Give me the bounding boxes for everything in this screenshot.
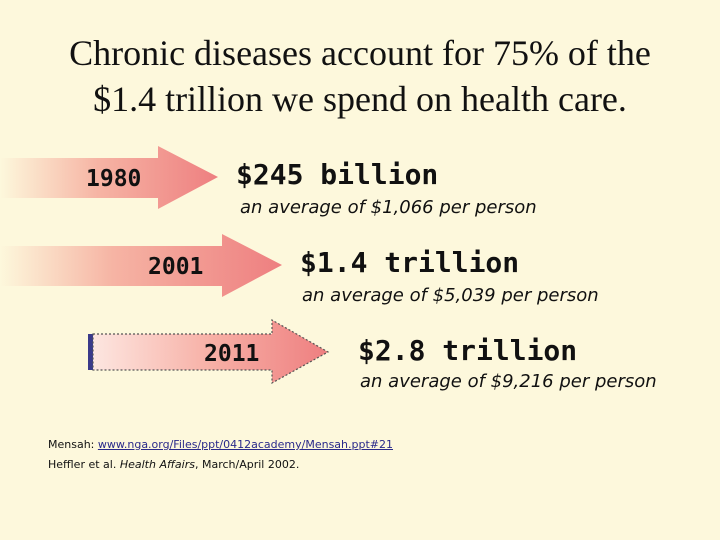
source-prefix: Mensah:	[48, 438, 98, 451]
source-date: , March/April 2002.	[194, 458, 300, 471]
amount-1980: $245 billion	[236, 158, 439, 191]
title-line-1: Chronic diseases account for 75% of the	[69, 33, 651, 73]
year-2001: 2001	[148, 254, 204, 280]
arrow-2001	[0, 234, 282, 297]
amount-2011: $2.8 trillion	[358, 334, 578, 367]
source-authors: Heffler et al.	[48, 458, 120, 471]
average-2001: an average of $5,039 per person	[302, 285, 599, 306]
average-1980: an average of $1,066 per person	[240, 197, 537, 218]
arrow-2011	[92, 318, 330, 385]
year-2011: 2011	[204, 341, 260, 367]
source-citation: Mensah: www.nga.org/Files/ppt/0412academ…	[48, 435, 393, 475]
average-2011: an average of $9,216 per person	[360, 371, 657, 392]
amount-2001: $1.4 trillion	[300, 246, 520, 279]
arrow-1980	[0, 146, 218, 209]
slide-title: Chronic diseases account for 75% of the …	[0, 30, 720, 122]
source-link[interactable]: www.nga.org/Files/ppt/0412academy/Mensah…	[97, 438, 393, 451]
source-line-2: Heffler et al. Health Affairs, March/Apr…	[48, 455, 393, 475]
source-journal: Health Affairs	[119, 458, 195, 471]
arrow-2011-bar	[88, 334, 93, 370]
year-1980: 1980	[86, 166, 142, 192]
title-line-2: $1.4 trillion we spend on health care.	[93, 79, 627, 119]
source-line-1: Mensah: www.nga.org/Files/ppt/0412academ…	[48, 435, 393, 455]
